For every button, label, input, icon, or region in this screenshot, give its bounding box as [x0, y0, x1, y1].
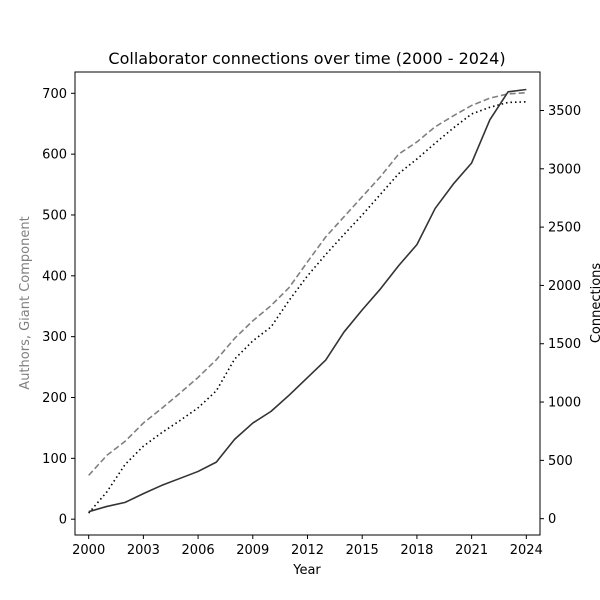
y-axis-right-label: Connections [589, 263, 600, 344]
y-right-tick-label: 0 [548, 512, 556, 527]
y-left-tick-label: 200 [42, 391, 67, 406]
y-left-tick-label: 600 [42, 148, 67, 163]
chart-title: Collaborator connections over time (2000… [108, 49, 505, 68]
y-left-tick-label: 700 [42, 87, 67, 102]
x-axis-label: Year [292, 563, 321, 578]
y-left-tick-label: 400 [42, 269, 67, 284]
x-tick-label: 2015 [346, 543, 379, 558]
x-axis: 2000 2003 2006 2009 2012 2015 2018 2021 2024 [72, 535, 543, 558]
x-tick-label: 2021 [455, 543, 488, 558]
series-line-dotted [88, 101, 527, 514]
y-right-tick-label: 2000 [548, 279, 581, 294]
y-left-tick-label: 100 [42, 452, 67, 467]
y-right-tick-label: 2500 [548, 221, 581, 236]
x-tick-label: 2000 [72, 543, 105, 558]
y-axis-left: 0 100 200 300 400 500 600 700 [42, 87, 75, 528]
series-layer [88, 88, 527, 514]
y-left-tick-label: 300 [42, 330, 67, 345]
series-line-solid [88, 88, 527, 513]
x-tick-label: 2012 [291, 543, 324, 558]
series-line-dashed [88, 91, 527, 476]
y-right-tick-label: 3000 [548, 162, 581, 177]
y-left-tick-label: 500 [42, 208, 67, 223]
x-tick-label: 2003 [127, 543, 160, 558]
y-right-tick-label: 1500 [548, 337, 581, 352]
x-tick-label: 2024 [510, 543, 543, 558]
y-right-tick-label: 500 [548, 454, 573, 469]
y-left-tick-label: 0 [59, 513, 67, 528]
x-tick-label: 2018 [400, 543, 433, 558]
x-tick-label: 2006 [182, 543, 215, 558]
y-axis-left-label: Authors, Giant Component [18, 216, 33, 389]
x-tick-label: 2009 [236, 543, 269, 558]
y-right-tick-label: 3500 [548, 104, 581, 119]
y-right-tick-label: 1000 [548, 396, 581, 411]
y-axis-right: 0 500 1000 1500 2000 2500 3000 3500 [540, 104, 581, 527]
plot-frame [74, 71, 541, 536]
